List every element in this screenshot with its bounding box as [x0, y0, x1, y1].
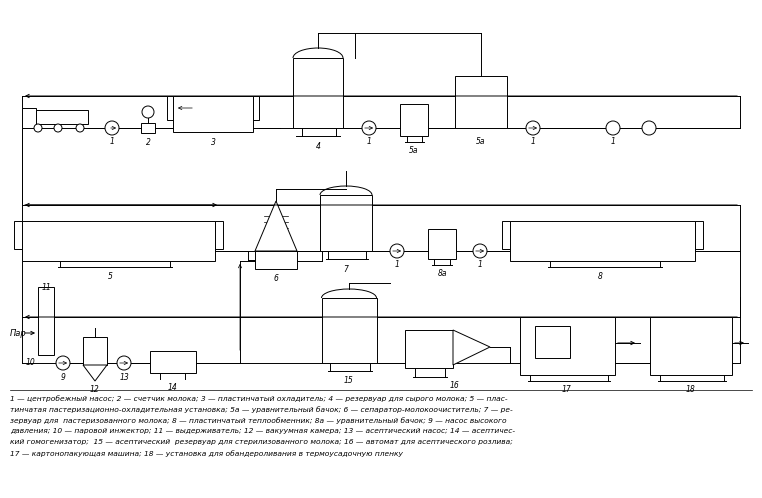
Bar — [520, 317, 615, 375]
Text: 1: 1 — [610, 137, 616, 146]
Text: 4: 4 — [315, 142, 321, 151]
Bar — [14, 221, 22, 249]
Bar — [400, 104, 428, 136]
Circle shape — [56, 356, 70, 370]
Text: 14: 14 — [168, 383, 178, 392]
Text: Пар: Пар — [10, 329, 27, 338]
Text: 5а: 5а — [476, 137, 485, 146]
Bar — [322, 298, 377, 363]
Bar — [650, 317, 732, 375]
Text: 6: 6 — [274, 274, 278, 283]
Text: 17: 17 — [562, 385, 572, 394]
Text: 12: 12 — [90, 385, 100, 394]
Text: 8: 8 — [597, 272, 603, 281]
Text: 3: 3 — [210, 138, 216, 147]
Text: давления; 10 — паровой инжектор; 11 — выдерживатель; 12 — вакуумная камера; 13 —: давления; 10 — паровой инжектор; 11 — вы… — [10, 428, 515, 434]
Text: зервуар для  пастеризованного молока; 8 — пластинчатый теплообменник; 8а — уравн: зервуар для пастеризованного молока; 8 —… — [10, 417, 507, 424]
Bar — [36, 110, 88, 124]
Text: тинчатая пастеризационно-охладительная установка; 5а — уравнительный бачок; 6 — : тинчатая пастеризационно-охладительная у… — [10, 406, 513, 413]
Text: 8a: 8a — [437, 269, 447, 278]
Circle shape — [117, 356, 131, 370]
Bar — [535, 326, 570, 358]
Bar — [150, 351, 196, 373]
Bar — [455, 76, 507, 128]
Circle shape — [473, 244, 487, 258]
Text: 1: 1 — [395, 260, 399, 269]
Circle shape — [142, 106, 154, 118]
Circle shape — [362, 121, 376, 135]
Polygon shape — [255, 201, 297, 251]
Circle shape — [105, 121, 119, 135]
Bar — [695, 221, 703, 249]
Text: 1: 1 — [367, 137, 371, 146]
Text: 1: 1 — [530, 137, 536, 146]
Text: 11: 11 — [41, 283, 51, 292]
Circle shape — [54, 124, 62, 132]
Text: 18: 18 — [686, 385, 696, 394]
Text: 5: 5 — [107, 272, 113, 281]
Bar — [22, 221, 215, 261]
Bar — [141, 123, 155, 133]
Bar — [22, 108, 36, 128]
Circle shape — [34, 124, 42, 132]
Bar — [405, 330, 453, 368]
Bar — [83, 337, 107, 365]
Bar — [173, 96, 253, 132]
Bar — [428, 229, 456, 259]
Text: 16: 16 — [450, 381, 460, 390]
Bar — [502, 221, 510, 249]
Bar — [215, 221, 223, 249]
Text: 15: 15 — [344, 376, 354, 385]
Circle shape — [606, 121, 620, 135]
Bar — [253, 96, 259, 120]
Circle shape — [526, 121, 540, 135]
Bar — [510, 221, 695, 261]
Bar — [255, 251, 297, 269]
Bar — [320, 195, 372, 251]
Circle shape — [390, 244, 404, 258]
Text: 9: 9 — [60, 373, 66, 382]
Text: 1 — центробежный насос; 2 — счетчик молока; 3 — пластинчатый охладитель; 4 — рез: 1 — центробежный насос; 2 — счетчик моло… — [10, 395, 507, 402]
Text: 2: 2 — [146, 138, 150, 147]
Text: 10: 10 — [25, 358, 35, 367]
Circle shape — [642, 121, 656, 135]
Bar — [38, 287, 54, 355]
Text: 13: 13 — [119, 373, 129, 382]
Text: 7: 7 — [344, 265, 348, 274]
Text: 1: 1 — [478, 260, 482, 269]
Text: 1: 1 — [110, 137, 114, 146]
Text: 17 — картонопакующая машина; 18 — установка для обандероливания в термоусадочную: 17 — картонопакующая машина; 18 — устано… — [10, 450, 403, 457]
Polygon shape — [453, 330, 490, 365]
Bar — [167, 96, 173, 120]
Bar — [293, 58, 343, 128]
Text: кий гомогенизатор;  15 — асептический  резервуар для стерилизованного молока; 16: кий гомогенизатор; 15 — асептический рез… — [10, 439, 513, 445]
Circle shape — [76, 124, 84, 132]
Polygon shape — [83, 365, 107, 381]
Text: 5a: 5a — [409, 146, 419, 155]
